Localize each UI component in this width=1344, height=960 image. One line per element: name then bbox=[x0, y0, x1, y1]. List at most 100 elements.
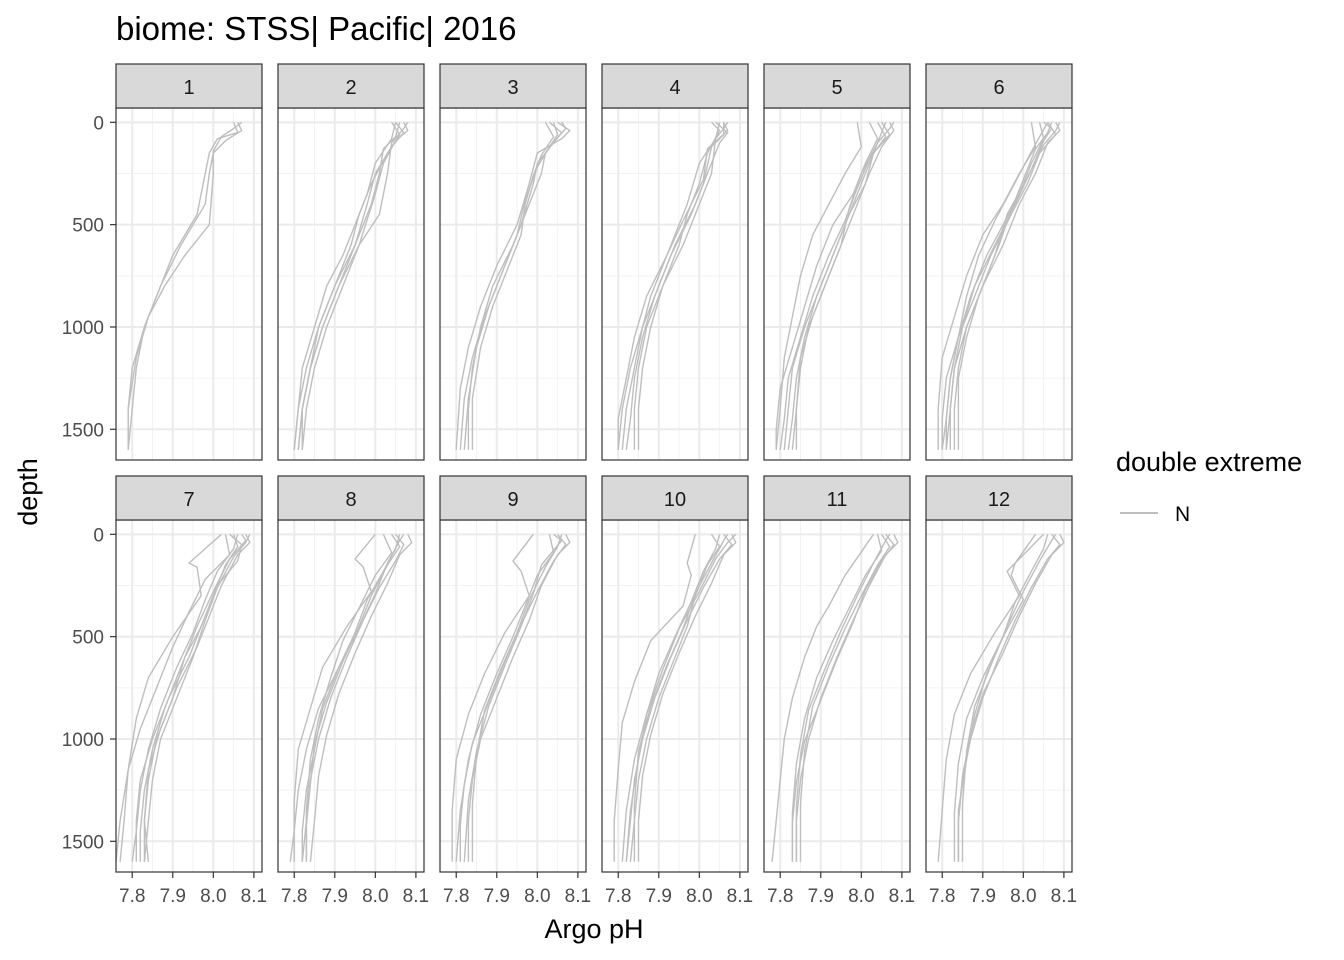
x-tick-label: 8.1 bbox=[565, 886, 591, 907]
facet-panel-10: 10 bbox=[601, 475, 749, 873]
x-tick-label: 8.0 bbox=[524, 886, 550, 907]
panel-background bbox=[926, 108, 1072, 460]
facet-panel-2: 2 bbox=[277, 63, 425, 461]
x-tick-label: 7.9 bbox=[646, 886, 672, 907]
panel-background bbox=[602, 520, 748, 872]
x-tick-label: 7.9 bbox=[322, 886, 348, 907]
legend-title: double extreme bbox=[1116, 447, 1302, 477]
x-tick-label: 7.8 bbox=[281, 886, 307, 907]
x-tick-label: 7.8 bbox=[443, 886, 469, 907]
legend: double extreme N bbox=[1116, 447, 1302, 526]
panel-background bbox=[278, 520, 424, 872]
facet-strip bbox=[925, 475, 1073, 521]
x-tick-label: 7.8 bbox=[605, 886, 631, 907]
chart-title: biome: STSS| Pacific| 2016 bbox=[116, 10, 517, 47]
facet-panels: 1 2 3 4 5 67 8 9 10 11 12 bbox=[115, 63, 1073, 873]
facet-strip-label: 12 bbox=[988, 489, 1010, 511]
y-axes: 0 500 1000 1500 0 500 1000 1500 bbox=[62, 113, 116, 853]
profile-line bbox=[637, 121, 729, 450]
profile-line bbox=[957, 121, 1061, 450]
x-tick-label: 8.0 bbox=[1010, 886, 1036, 907]
profile-line bbox=[795, 533, 891, 862]
panel-background bbox=[764, 108, 910, 460]
facet-panel-6: 6 bbox=[925, 63, 1073, 461]
y-tick-label: 500 bbox=[72, 216, 104, 237]
x-tick-label: 8.1 bbox=[727, 886, 753, 907]
y-tick-label: 1000 bbox=[62, 318, 104, 339]
profile-line bbox=[127, 121, 243, 450]
profile-line bbox=[937, 533, 1045, 862]
profile-line bbox=[455, 121, 571, 450]
y-tick-label: 0 bbox=[93, 113, 104, 134]
facet-panel-5: 5 bbox=[763, 63, 911, 461]
facet-strip-label: 6 bbox=[993, 77, 1004, 99]
y-tick-label: 500 bbox=[72, 628, 104, 649]
x-tick-label: 7.8 bbox=[119, 886, 145, 907]
facet-panel-12: 12 bbox=[925, 475, 1073, 873]
profile-line bbox=[471, 121, 555, 450]
facet-panel-11: 11 bbox=[763, 475, 911, 873]
y-tick-label: 1000 bbox=[62, 730, 104, 751]
profile-line bbox=[621, 533, 737, 862]
facet-strip-label: 3 bbox=[507, 77, 518, 99]
profile-line bbox=[791, 121, 895, 450]
profile-line bbox=[459, 121, 567, 450]
profile-line bbox=[775, 122, 862, 450]
profile-line bbox=[941, 121, 1057, 450]
facet-strip bbox=[115, 475, 263, 521]
profile-line bbox=[629, 533, 721, 862]
panel-background bbox=[116, 520, 262, 872]
facet-strip bbox=[925, 63, 1073, 109]
profile-line bbox=[637, 533, 737, 862]
facet-strip bbox=[763, 63, 911, 109]
panel-background bbox=[440, 108, 586, 460]
profile-line bbox=[463, 533, 563, 862]
profile-line bbox=[771, 533, 875, 862]
profile-line bbox=[779, 121, 887, 450]
y-tick-label: 0 bbox=[93, 525, 104, 546]
facet-strip-label: 1 bbox=[183, 77, 194, 99]
x-tick-label: 8.0 bbox=[686, 886, 712, 907]
facet-panel-8: 8 bbox=[277, 475, 425, 873]
facet-strip bbox=[277, 475, 425, 521]
facet-strip bbox=[601, 475, 749, 521]
profile-line bbox=[945, 121, 1053, 450]
profile-line bbox=[799, 533, 891, 862]
facet-strip-label: 7 bbox=[183, 489, 194, 511]
facet-strip-label: 11 bbox=[827, 489, 848, 511]
profile-line bbox=[131, 534, 239, 862]
facet-strip-label: 10 bbox=[664, 489, 686, 511]
facet-strip bbox=[439, 475, 587, 521]
panel-background bbox=[764, 520, 910, 872]
profile-line bbox=[795, 533, 899, 862]
x-tick-label: 8.0 bbox=[362, 886, 388, 907]
profile-line bbox=[455, 534, 555, 862]
profile-line bbox=[621, 122, 721, 450]
profile-line bbox=[775, 121, 879, 450]
x-tick-label: 8.0 bbox=[200, 886, 226, 907]
profile-line bbox=[135, 533, 243, 862]
profile-line bbox=[119, 533, 222, 862]
facet-panel-3: 3 bbox=[439, 63, 587, 461]
x-axes: 7.8 7.9 8.0 8.1 7.8 7.9 8.0 8.1 7.8 7.9 8.0 8.1 7.8 7… bbox=[119, 872, 1077, 907]
profile-line bbox=[617, 121, 729, 450]
panel-background bbox=[926, 520, 1072, 872]
profile-line bbox=[305, 533, 401, 862]
profile-line bbox=[301, 121, 409, 450]
panel-background bbox=[602, 108, 748, 460]
profile-line bbox=[309, 533, 413, 862]
facet-panel-1: 1 bbox=[115, 63, 263, 461]
profile-line bbox=[953, 122, 1053, 450]
x-tick-label: 8.1 bbox=[1051, 886, 1077, 907]
x-tick-label: 7.9 bbox=[160, 886, 186, 907]
x-tick-label: 7.9 bbox=[808, 886, 834, 907]
x-tick-label: 8.1 bbox=[403, 886, 429, 907]
profile-line bbox=[467, 533, 571, 862]
x-tick-label: 7.8 bbox=[767, 886, 793, 907]
panel-background bbox=[440, 520, 586, 872]
facet-strip bbox=[439, 63, 587, 109]
profile-line bbox=[115, 534, 231, 862]
profile-line bbox=[305, 534, 393, 862]
facet-strip-label: 8 bbox=[345, 489, 356, 511]
